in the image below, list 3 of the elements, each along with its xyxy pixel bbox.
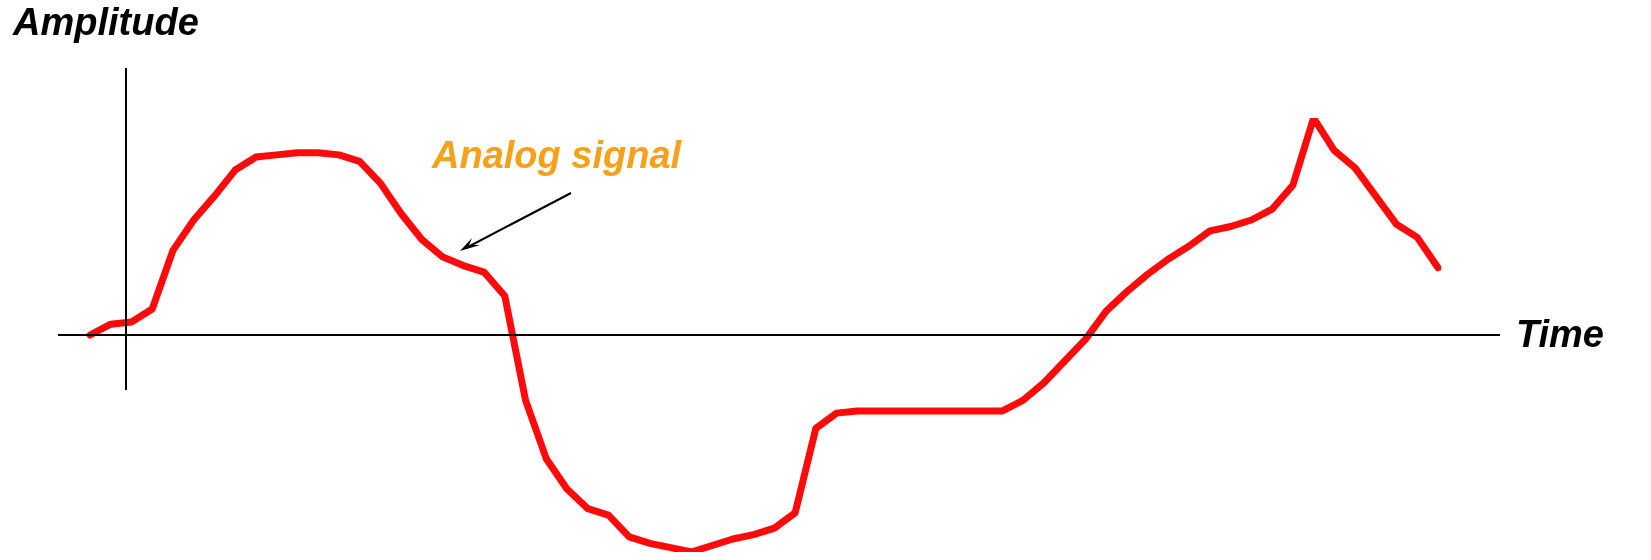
x-axis-title: Time (1516, 313, 1605, 356)
annotation: Analog signal (431, 134, 683, 177)
y-axis-title: Amplitude (12, 1, 199, 44)
